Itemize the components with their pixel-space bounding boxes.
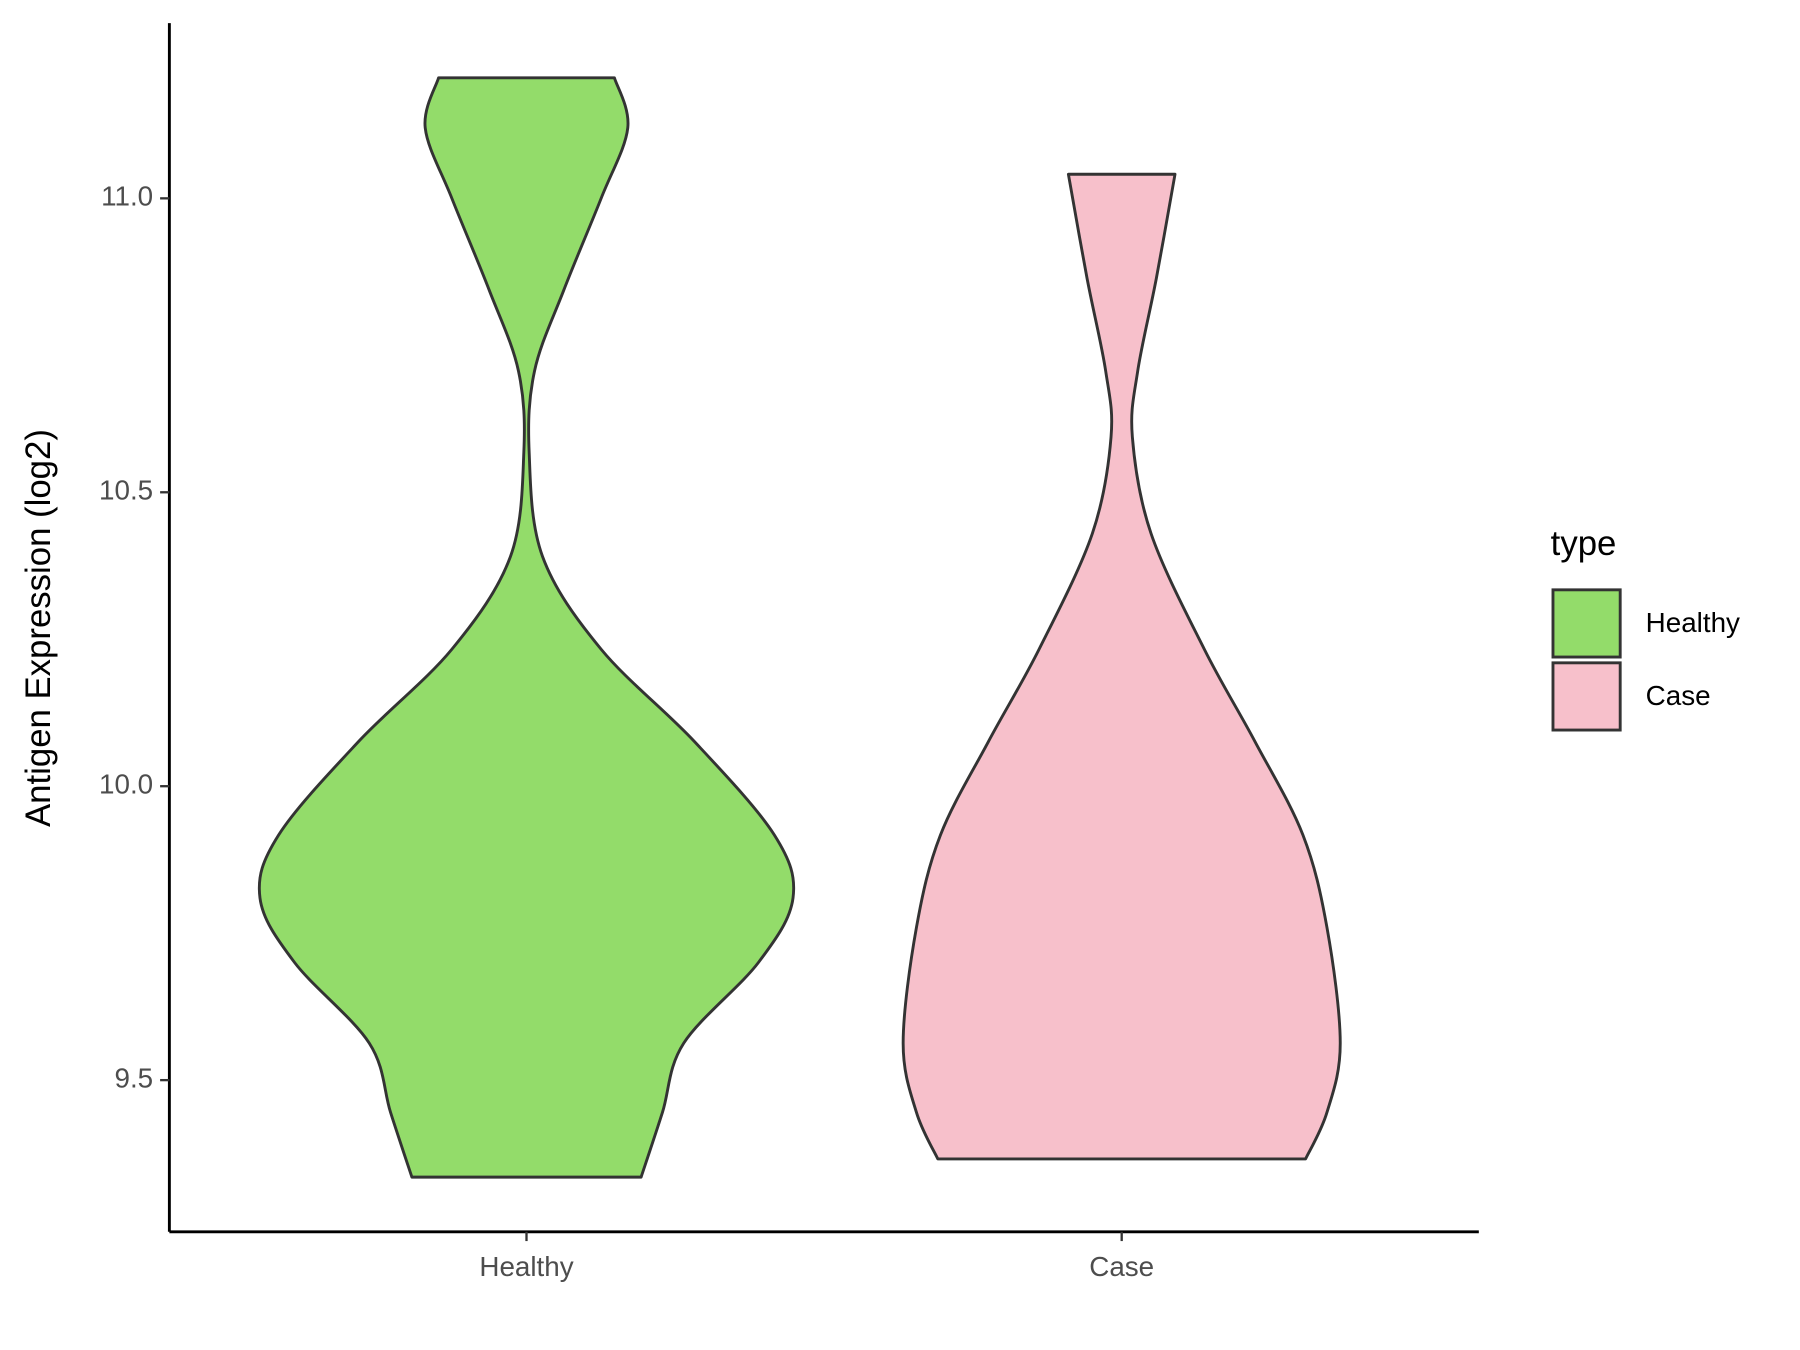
- y-axis-title: Antigen Expression (log2): [20, 429, 58, 827]
- legend-key: [1551, 661, 1622, 732]
- y-tick-label: 10.0: [99, 769, 153, 800]
- x-tick-label: Healthy: [479, 1251, 573, 1282]
- y-tick-label: 11.0: [101, 181, 153, 212]
- legend-label: Case: [1646, 680, 1711, 711]
- legend-label: Healthy: [1646, 607, 1740, 638]
- violin: [901, 172, 1342, 1161]
- y-tick-label: 10.5: [99, 475, 153, 506]
- legend-title: type: [1551, 525, 1617, 563]
- y-tick-label: 9.5: [114, 1062, 153, 1093]
- legend-key: [1551, 588, 1622, 659]
- violin: [257, 76, 796, 1179]
- x-tick-label: Case: [1089, 1251, 1154, 1282]
